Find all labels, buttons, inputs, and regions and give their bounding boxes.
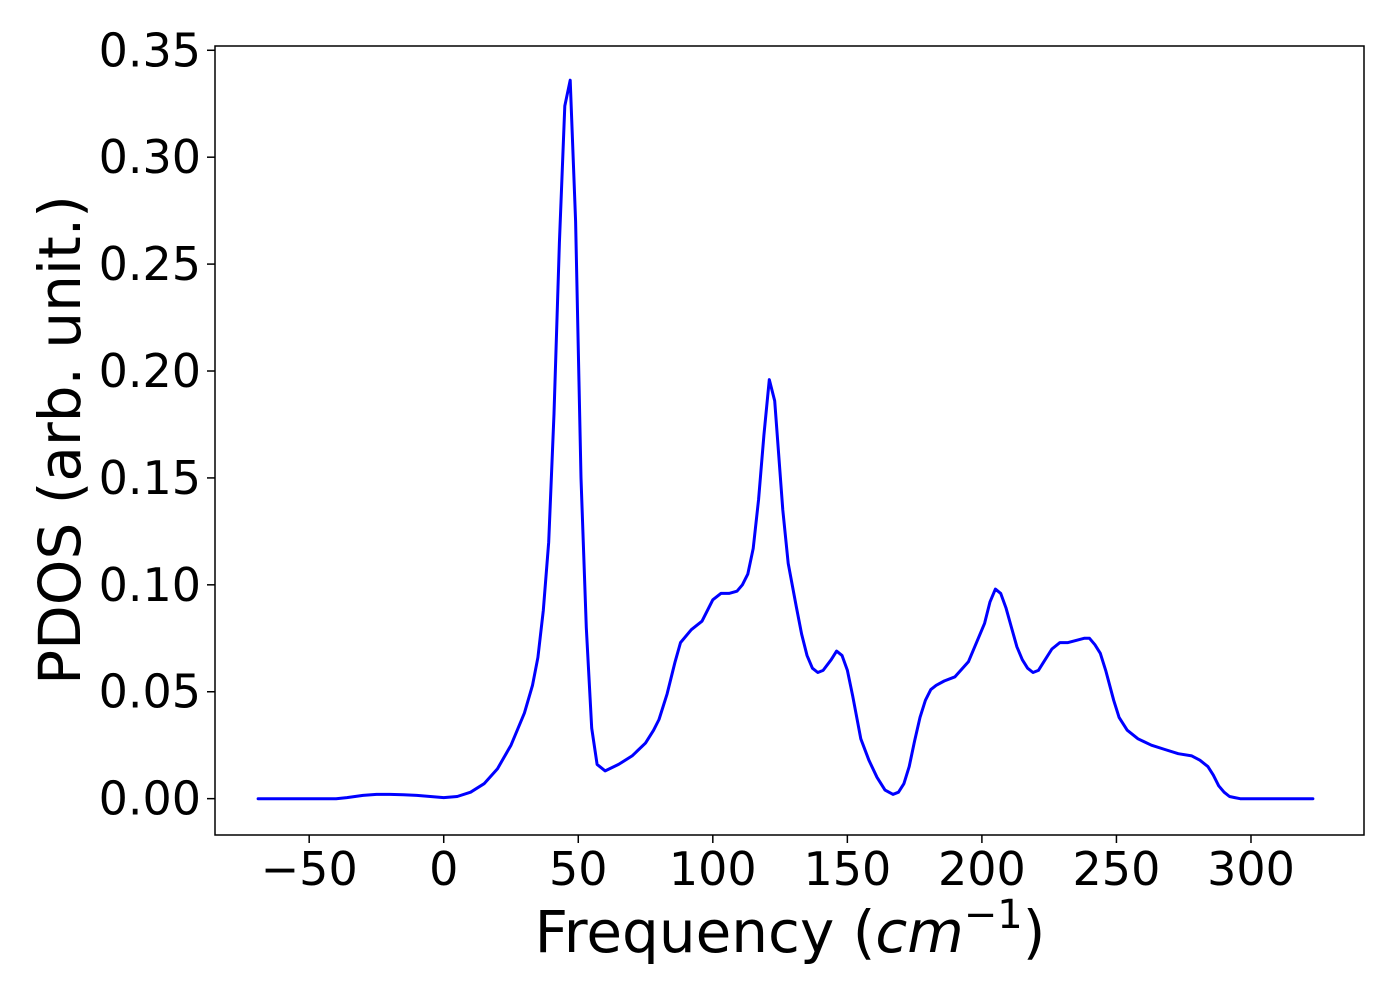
- y-tick-label: 0.05: [99, 665, 201, 719]
- y-tick-label: 0.10: [99, 558, 201, 612]
- plot-frame: [214, 45, 1365, 836]
- y-tick-label: 0.00: [99, 772, 201, 826]
- x-tick-label: 150: [803, 842, 891, 896]
- x-axis: −50 0 50 100 150 200 250 300: [261, 835, 1295, 896]
- y-tick-label: 0.25: [99, 237, 201, 291]
- y-tick-label: 0.15: [99, 451, 201, 505]
- y-axis: 0.00 0.05 0.10 0.15 0.20 0.25 0.30 0.35: [99, 23, 215, 826]
- y-tick-label: 0.35: [99, 23, 201, 77]
- x-tick-label: 50: [549, 842, 608, 896]
- y-tick-label: 0.20: [99, 344, 201, 398]
- x-tick-label: −50: [261, 842, 358, 896]
- pdos-series-line: [256, 78, 1315, 801]
- y-axis-label: PDOS (arb. unit.): [26, 195, 94, 685]
- x-tick-label: 0: [429, 842, 458, 896]
- x-axis-label: Frequency (cm−1): [535, 892, 1046, 966]
- x-tick-label: 250: [1073, 842, 1161, 896]
- x-tick-label: 300: [1207, 842, 1295, 896]
- x-tick-label: 200: [938, 842, 1026, 896]
- x-tick-label: 100: [669, 842, 757, 896]
- y-tick-label: 0.30: [99, 130, 201, 184]
- plot-area: [256, 78, 1315, 801]
